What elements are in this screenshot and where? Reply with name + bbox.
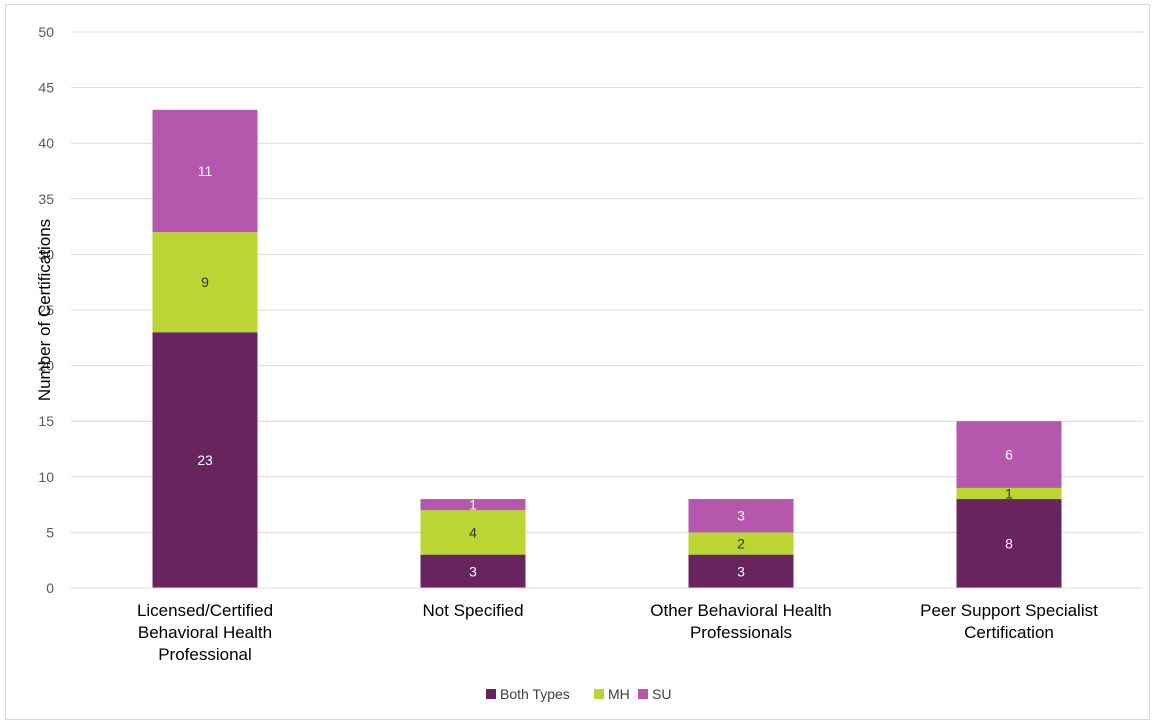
data-label: 3: [737, 508, 745, 524]
legend-label: MH: [608, 686, 630, 702]
data-label: 23: [197, 452, 213, 468]
chart-frame: 0 5 10 15 20 25 30 35 40 45 50 Number of Certificat…: [5, 4, 1150, 720]
data-label: 1: [469, 497, 477, 513]
bar-segment: [152, 332, 258, 588]
data-label: 9: [201, 274, 209, 290]
y-tick-label: 0: [46, 580, 54, 596]
legend-label: Both Types: [500, 686, 570, 702]
y-tick-label: 50: [38, 24, 54, 40]
category-label: Behavioral Health: [138, 623, 272, 642]
legend-label: SU: [652, 686, 671, 702]
data-label: 6: [1005, 447, 1013, 463]
y-tick-label: 15: [38, 413, 54, 429]
legend-swatch: [486, 689, 496, 699]
chart-svg: 0 5 10 15 20 25 30 35 40 45 50 Number of Certificat…: [35, 24, 1143, 702]
y-tick-label: 45: [38, 80, 54, 96]
y-tick-label: 35: [38, 191, 54, 207]
y-axis-title: Number of Certifications: [35, 219, 54, 401]
category-label: Other Behavioral Health: [650, 601, 831, 620]
bar-segment: [688, 554, 794, 588]
data-label: 4: [469, 524, 477, 540]
data-label: 2: [737, 536, 745, 552]
bar-segment: [420, 510, 526, 555]
category-label: Professional: [158, 645, 252, 664]
bar-segment: [956, 487, 1062, 500]
category-label: Licensed/Certified: [137, 601, 273, 620]
bar-segment: [956, 421, 1062, 488]
category-label: Professionals: [690, 623, 792, 642]
bar-segment: [420, 499, 526, 511]
data-label: 1: [1005, 485, 1013, 501]
y-tick-label: 5: [46, 524, 54, 540]
y-tick-label: 25: [38, 302, 54, 318]
bar-segment: [688, 499, 794, 533]
y-tick-label: 40: [38, 135, 54, 151]
y-tick-label: 30: [38, 246, 54, 262]
bar-segment: [956, 499, 1062, 588]
legend-swatch: [638, 689, 648, 699]
category-label: Peer Support Specialist: [920, 601, 1098, 620]
data-label: 3: [737, 563, 745, 579]
y-tick-label: 10: [38, 469, 54, 485]
category-label: Not Specified: [422, 601, 523, 620]
data-label: 3: [469, 563, 477, 579]
bar-segment: [152, 232, 258, 333]
bar-segment: [420, 554, 526, 588]
bar-segment: [152, 109, 258, 233]
legend-swatch: [594, 689, 604, 699]
y-tick-label: 20: [38, 358, 54, 374]
category-label: Certification: [964, 623, 1054, 642]
data-label: 8: [1005, 536, 1013, 552]
data-label: 11: [198, 163, 213, 179]
bar-segment: [688, 532, 794, 555]
